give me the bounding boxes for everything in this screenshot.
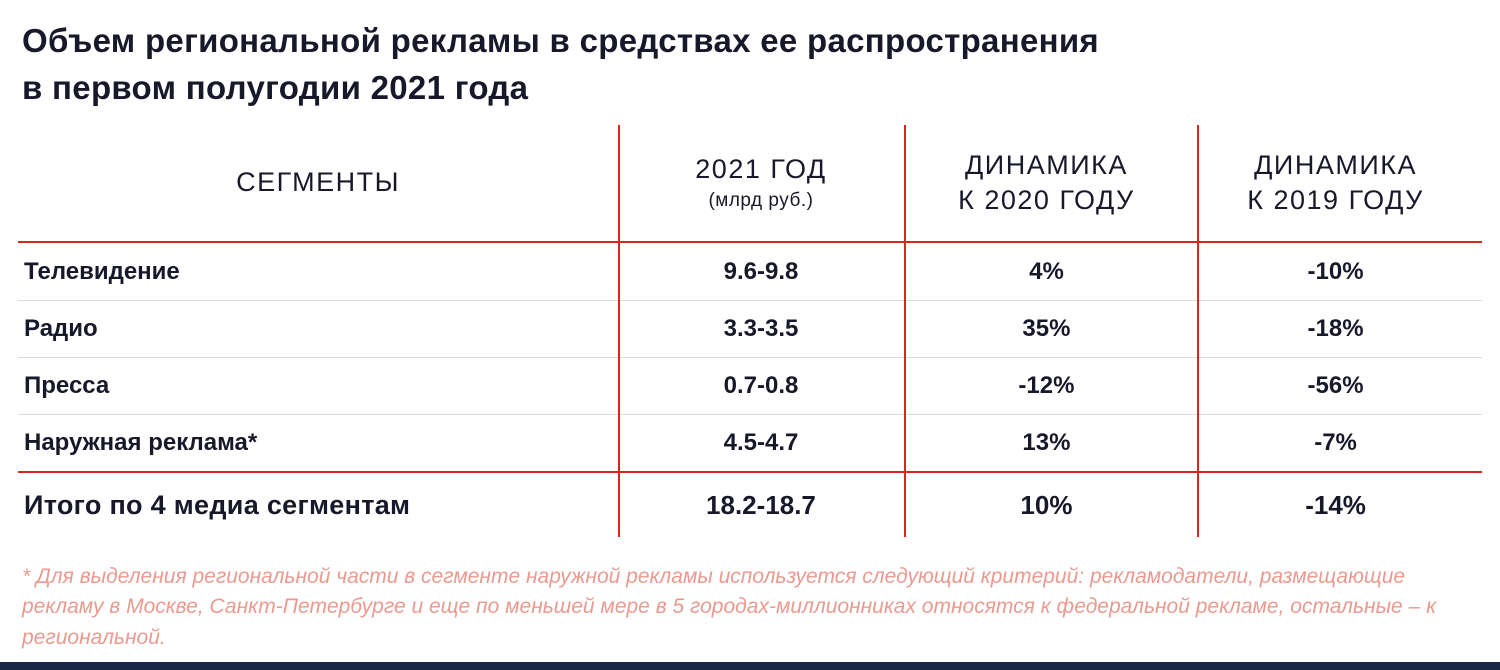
col-header-segments: СЕГМЕНТЫ [18,165,618,200]
media-segments-table: СЕГМЕНТЫ 2021 ГОД (млрд руб.) ДИНАМИКА К… [18,125,1482,537]
segment-cell: Наружная реклама* [24,429,258,456]
value-2021-cell: 9.6-9.8 [723,257,799,285]
total-segment-cell: Итого по 4 медиа сегментам [24,489,411,520]
col-header-2021-label: 2021 ГОД [695,154,827,185]
table-row-total: Итого по 4 медиа сегментам 18.2-18.7 10%… [18,471,1482,537]
table-row-outdoor: Наружная реклама* 4.5-4.7 13% -7% [18,414,1482,471]
page-title: Объем региональной рекламы в средствах е… [0,0,1500,112]
footnote: * Для выделения региональной части в сег… [22,565,1436,649]
segment-cell: Телевидение [24,257,180,285]
page-title-line1: Объем региональной рекламы в средствах е… [22,22,1099,59]
dynamics-2019-cell: -18% [1307,315,1364,342]
dynamics-2020-cell: 35% [1022,315,1071,342]
segment-cell: Радио [24,315,98,342]
total-value-2021-cell: 18.2-18.7 [706,489,816,520]
table-header-row: СЕГМЕНТЫ 2021 ГОД (млрд руб.) ДИНАМИКА К… [18,125,1482,243]
column-divider [1196,125,1199,537]
col-header-dynamics-2019: ДИНАМИКА К 2019 ГОДУ [1189,148,1482,218]
page-title-line2: в первом полугодии 2021 года [22,68,529,106]
table-row-tv: Телевидение 9.6-9.8 4% -10% [18,243,1482,300]
col-header-2021: 2021 ГОД (млрд руб.) [618,152,903,214]
column-divider [618,125,621,537]
table-row-radio: Радио 3.3-3.5 35% -18% [18,300,1482,357]
dynamics-2019-cell: -10% [1307,257,1364,285]
col-header-dynamics-2020: ДИНАМИКА К 2020 ГОДУ [904,148,1189,218]
bottom-accent-bar [0,662,1500,670]
dynamics-2020-cell: -12% [1018,372,1075,399]
total-dynamics-2019-cell: -14% [1305,489,1366,520]
table-body: Телевидение 9.6-9.8 4% -10% Радио 3.3-3.… [18,243,1482,471]
segment-cell: Пресса [24,372,110,399]
value-2021-cell: 0.7-0.8 [723,372,799,399]
value-2021-cell: 4.5-4.7 [723,429,799,456]
dynamics-2019-cell: -7% [1314,429,1357,456]
col-header-2021-units: (млрд руб.) [708,190,814,212]
column-divider [903,125,906,537]
total-dynamics-2020-cell: 10% [1020,489,1073,520]
col-header-dynamics-2019-line1: ДИНАМИКА [1254,149,1417,180]
table-row-press: Пресса 0.7-0.8 -12% -56% [18,357,1482,414]
dynamics-2020-cell: 13% [1022,429,1071,456]
col-header-segments-label: СЕГМЕНТЫ [236,167,401,198]
dynamics-2020-cell: 4% [1029,257,1064,285]
col-header-dynamics-2019-line2: К 2019 ГОДУ [1247,185,1424,215]
col-header-dynamics-2020-line2: К 2020 ГОДУ [958,185,1135,215]
value-2021-cell: 3.3-3.5 [723,315,799,342]
dynamics-2019-cell: -56% [1307,372,1364,399]
col-header-dynamics-2020-line1: ДИНАМИКА [965,149,1128,180]
